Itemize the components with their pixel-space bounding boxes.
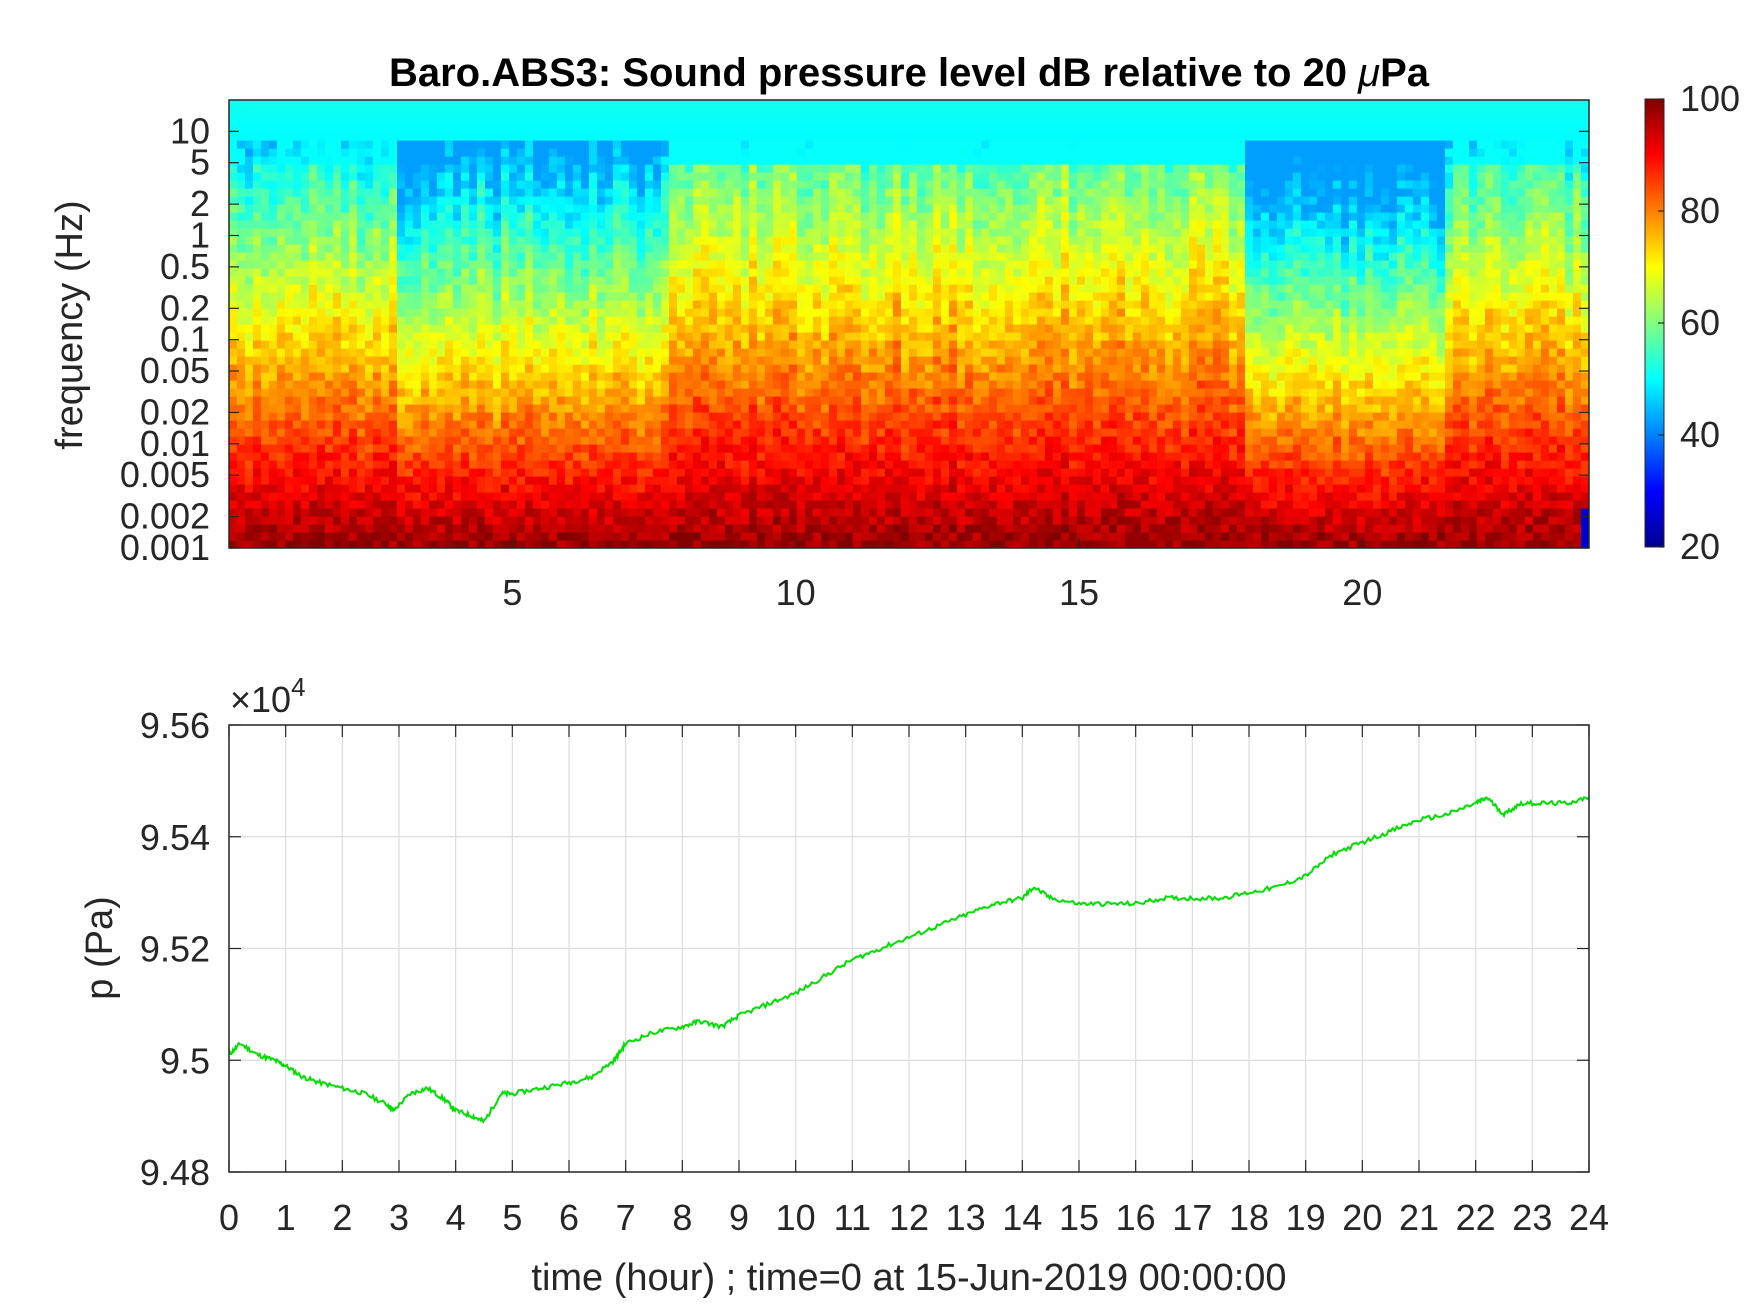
spectrogram-y-tick-label: 0.05 xyxy=(140,350,210,391)
line-x-tick-label: 2 xyxy=(332,1197,352,1238)
line-x-tick-label: 5 xyxy=(502,1197,522,1238)
spectrogram-y-tick-label: 10 xyxy=(170,110,210,151)
line-y-tick-label: 9.54 xyxy=(140,817,210,858)
spectrogram-y-tick-label: 0.5 xyxy=(160,246,210,287)
colorbar-ticks: 100 80 60 40 20 xyxy=(1658,78,1740,567)
line-y-tick-label: 9.56 xyxy=(140,705,210,746)
line-y-label: p (Pa) xyxy=(79,896,121,999)
colorbar-tick-label: 100 xyxy=(1680,78,1740,119)
line-x-tick-label: 24 xyxy=(1569,1197,1609,1238)
spectrogram-x-tick-label: 5 xyxy=(502,572,522,613)
y-exponent-label: ×104 xyxy=(230,672,306,720)
spectrogram-y-tick-label: 0.02 xyxy=(140,391,210,432)
line-y-tick-label: 9.48 xyxy=(140,1152,210,1193)
colorbar-tick-label: 80 xyxy=(1680,190,1720,231)
spectrogram-y-ticks: 105210.50.20.10.050.020.010.0050.0020.00… xyxy=(120,110,1589,568)
line-x-tick-label: 7 xyxy=(616,1197,636,1238)
line-x-tick-label: 22 xyxy=(1456,1197,1496,1238)
line-x-tick-label: 0 xyxy=(219,1197,239,1238)
line-x-tick-label: 11 xyxy=(834,1197,871,1238)
line-x-tick-label: 10 xyxy=(776,1197,816,1238)
spectrogram-y-tick-label: 0.2 xyxy=(160,287,210,328)
line-y-tick-label: 9.5 xyxy=(160,1040,210,1081)
spectrogram-frame xyxy=(228,99,1590,549)
spectrogram-y-tick-label: 0.005 xyxy=(120,454,210,495)
colorbar-tick-label: 60 xyxy=(1680,302,1720,343)
line-x-tick-label: 20 xyxy=(1342,1197,1382,1238)
spectrogram-x-tick-label: 10 xyxy=(776,572,816,613)
spectrogram-y-tick-label: 0.01 xyxy=(140,423,210,464)
line-x-tick-label: 6 xyxy=(559,1197,579,1238)
line-grid xyxy=(228,724,1590,1173)
line-x-tick-label: 13 xyxy=(946,1197,986,1238)
spectrogram-y-tick-label: 2 xyxy=(190,183,210,224)
spectrogram-x-ticks: 5 10 15 20 xyxy=(502,538,1382,613)
line-y-tick-label: 9.52 xyxy=(140,929,210,970)
line-x-tick-label: 18 xyxy=(1229,1197,1269,1238)
colorbar-tick-label: 20 xyxy=(1680,526,1720,567)
spectrogram-y-tick-label: 0.001 xyxy=(120,527,210,568)
line-x-tick-label: 16 xyxy=(1116,1197,1156,1238)
spectrogram-y-label: frequency (Hz) xyxy=(49,200,91,449)
spectrogram-y-tick-label: 5 xyxy=(190,142,210,183)
line-x-tick-label: 8 xyxy=(672,1197,692,1238)
line-x-tick-label: 3 xyxy=(389,1197,409,1238)
line-x-tick-label: 4 xyxy=(446,1197,466,1238)
line-y-ticks: 9.56 9.54 9.52 9.5 9.48 xyxy=(140,705,1589,1193)
line-x-tick-label: 9 xyxy=(729,1197,749,1238)
line-x-tick-label: 23 xyxy=(1512,1197,1552,1238)
colorbar-tick-label: 40 xyxy=(1680,414,1720,455)
spectrogram-y-tick-label: 0.1 xyxy=(160,319,210,360)
spectrogram-image xyxy=(229,100,1589,548)
line-x-tick-label: 19 xyxy=(1286,1197,1326,1238)
line-x-tick-label: 15 xyxy=(1059,1197,1099,1238)
spectrogram-y-tick-label: 0.002 xyxy=(120,496,210,537)
spectrogram-title: Baro.ABS3: Sound pressure level dB relat… xyxy=(389,51,1430,95)
line-x-label: time (hour) ; time=0 at 15-Jun-2019 00:0… xyxy=(531,1257,1286,1299)
line-x-tick-label: 14 xyxy=(1002,1197,1042,1238)
line-x-tick-label: 21 xyxy=(1399,1197,1439,1238)
line-x-ticks: 0 1 2 3 4 5 6 7 8 9 10 11 12 13 14 15 16 17 18 19 20 21 22 23 24 xyxy=(219,725,1609,1238)
spectrogram-y-tick-label: 1 xyxy=(190,215,210,256)
line-x-tick-label: 17 xyxy=(1172,1197,1212,1238)
spectrogram-x-tick-label: 20 xyxy=(1342,572,1382,613)
line-x-tick-label: 1 xyxy=(276,1197,296,1238)
pressure-series-line xyxy=(229,796,1589,1124)
spectrogram-x-tick-label: 15 xyxy=(1059,572,1099,613)
line-x-tick-label: 12 xyxy=(889,1197,929,1238)
